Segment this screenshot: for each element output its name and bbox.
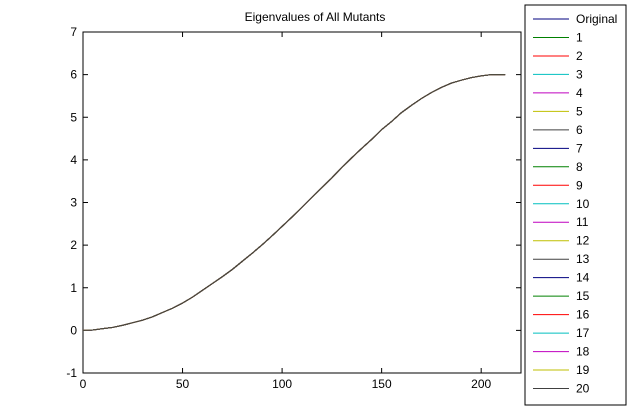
- legend-label: 13: [576, 252, 590, 266]
- y-tick-label: 4: [70, 153, 77, 167]
- legend-label: 6: [576, 123, 583, 137]
- x-tick-label: 150: [372, 377, 392, 391]
- x-tick-label: 50: [176, 377, 190, 391]
- series-line-20: [82, 74, 506, 331]
- legend-label: 7: [576, 141, 583, 155]
- x-tick-label: 100: [272, 377, 292, 391]
- y-tick-label: 0: [70, 323, 77, 337]
- legend-label: 3: [576, 67, 583, 81]
- series-lines: [82, 74, 506, 331]
- y-tick-label: 7: [70, 25, 77, 39]
- legend-label: 18: [576, 345, 590, 359]
- chart-title: Eigenvalues of All Mutants: [245, 10, 386, 24]
- legend-label: 12: [576, 234, 590, 248]
- legend-label: 4: [576, 86, 583, 100]
- y-tick-label: -1: [66, 366, 77, 380]
- legend-label: 14: [576, 271, 590, 285]
- legend-label: 5: [576, 104, 583, 118]
- y-tick-label: 6: [70, 68, 77, 82]
- legend-label: 8: [576, 160, 583, 174]
- legend-label: 11: [576, 215, 589, 229]
- y-tick-label: 1: [70, 281, 77, 295]
- y-axis: -1 0 1 2 3 4 5 6 7: [66, 25, 521, 380]
- legend-label: Original: [576, 12, 617, 26]
- legend-label: 1: [576, 30, 583, 44]
- legend-label: 19: [576, 363, 590, 377]
- legend-label: 16: [576, 308, 590, 322]
- y-tick-label: 5: [70, 110, 77, 124]
- y-tick-label: 2: [70, 238, 77, 252]
- legend-label: 10: [576, 197, 590, 211]
- x-tick-label: 200: [471, 377, 491, 391]
- y-tick-label: 3: [70, 196, 77, 210]
- plot-area: [82, 31, 522, 374]
- x-tick-label: 0: [80, 377, 87, 391]
- legend-box: [524, 4, 627, 406]
- legend-label: 9: [576, 178, 583, 192]
- legend-label: 17: [576, 326, 590, 340]
- legend-label: 15: [576, 289, 590, 303]
- legend-label: 20: [576, 382, 590, 396]
- legend-label: 2: [576, 49, 583, 63]
- x-axis: 0 50 100 150 200: [80, 32, 492, 391]
